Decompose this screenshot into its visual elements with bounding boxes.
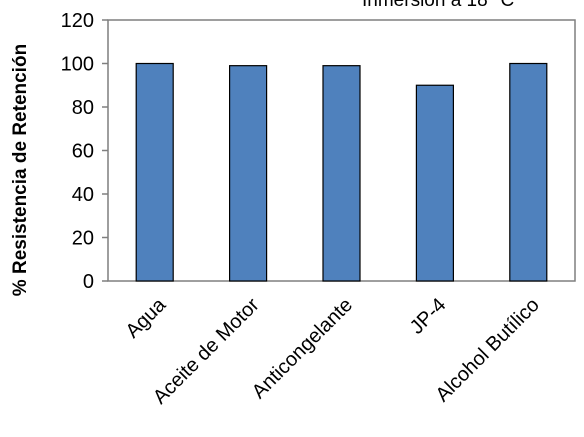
y-axis-ticks: 0 20 40 60 80 100 120: [61, 10, 108, 293]
y-axis-label: % Resistencia de Retención: [10, 44, 31, 296]
y-tick-label: 100: [61, 54, 94, 76]
bar-3: [415, 84, 454, 282]
bar-0: [135, 62, 174, 282]
y-tick-label: 120: [61, 10, 94, 32]
y-tick-label: 20: [72, 228, 94, 250]
bar-1: [229, 65, 268, 282]
bar-2: [322, 65, 361, 282]
y-tick-label: 40: [72, 184, 94, 206]
y-tick-label: 60: [72, 141, 94, 163]
bar-4: [509, 62, 548, 282]
bars: [135, 62, 548, 282]
x-category-label: JP-4: [406, 294, 451, 339]
y-tick-label: 80: [72, 97, 94, 119]
y-tick-label: 0: [83, 271, 94, 293]
x-category-label: Anticongelante: [248, 294, 357, 403]
x-category-label: Agua: [122, 293, 171, 342]
chart-annotation: Inmersión a 18° C: [362, 0, 514, 11]
